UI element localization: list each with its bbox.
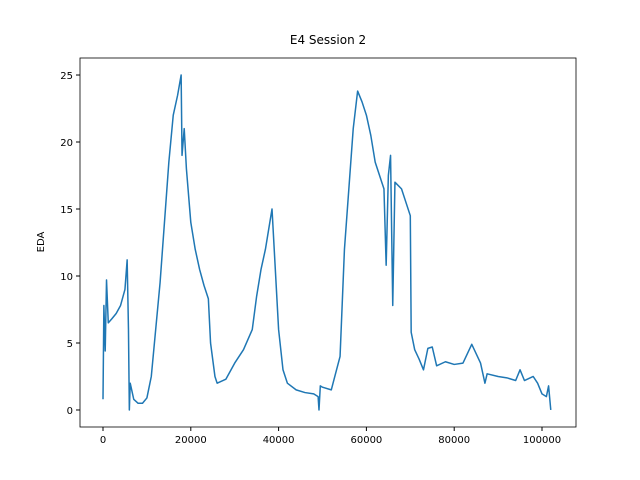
y-tick-label: 5: [67, 339, 73, 350]
x-tick-label: 20000: [175, 435, 207, 446]
chart-title: E4 Session 2: [290, 33, 366, 47]
y-tick-label: 25: [60, 71, 73, 82]
plot-frame: [79, 57, 577, 428]
x-tick-label: 80000: [438, 435, 470, 446]
x-tick-label: 60000: [350, 435, 382, 446]
y-tick-label: 15: [60, 205, 73, 216]
x-tick-label: 0: [100, 435, 106, 446]
y-tick-label: 20: [60, 138, 73, 149]
y-tick-label: 10: [60, 272, 73, 283]
data-line: [102, 74, 552, 411]
x-tick-label: 40000: [263, 435, 295, 446]
x-tick-label: 100000: [523, 435, 561, 446]
y-axis-label: EDA: [36, 232, 47, 253]
y-tick-label: 0: [67, 406, 73, 417]
